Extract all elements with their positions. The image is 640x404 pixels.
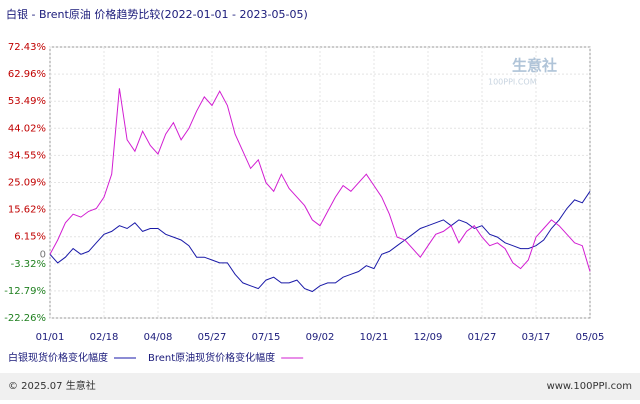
x-tick-label: 09/02 [306,332,335,343]
watermark-site: 100PPI.COM [488,78,537,87]
x-tick-label: 07/15 [252,332,281,343]
x-tick-label: 03/17 [522,332,551,343]
y-tick-label: 15.62% [8,205,46,216]
watermark: 生意社 [512,57,557,75]
y-tick-label: -3.32% [11,259,46,270]
x-tick-label: 01/01 [36,332,65,343]
footer-url: www.100PPI.com [547,381,632,392]
x-tick-label: 02/18 [90,332,119,343]
x-tick-label: 04/08 [144,332,173,343]
x-tick-label: 05/27 [198,332,227,343]
legend-label: 白银现货价格变化幅度 [8,351,108,364]
y-tick-label: -22.26% [4,313,46,324]
legend-label: Brent原油现货价格变化幅度 [148,351,275,364]
series-line [49,191,591,293]
chart-title: 白银 - Brent原油 价格趋势比较(2022-01-01 - 2023-05… [6,7,308,21]
y-tick-label: 53.49% [8,96,46,107]
footer-bar [0,373,640,400]
y-tick-label: 34.55% [8,150,46,161]
x-tick-label: 05/05 [576,332,605,343]
x-tick-label: 01/27 [468,332,497,343]
series-line [49,88,591,272]
x-tick-label: 12/09 [414,332,443,343]
y-tick-label: 25.09% [8,177,46,188]
y-tick-label: 72.43% [8,42,46,53]
y-tick-label: 0 [40,249,46,260]
footer-copyright: © 2025.07 生意社 [8,379,96,392]
y-tick-label: 44.02% [8,123,46,134]
x-tick-label: 10/21 [360,332,389,343]
y-tick-label: -12.79% [4,286,46,297]
y-tick-label: 62.96% [8,69,46,80]
y-tick-label: 6.15% [14,232,46,243]
